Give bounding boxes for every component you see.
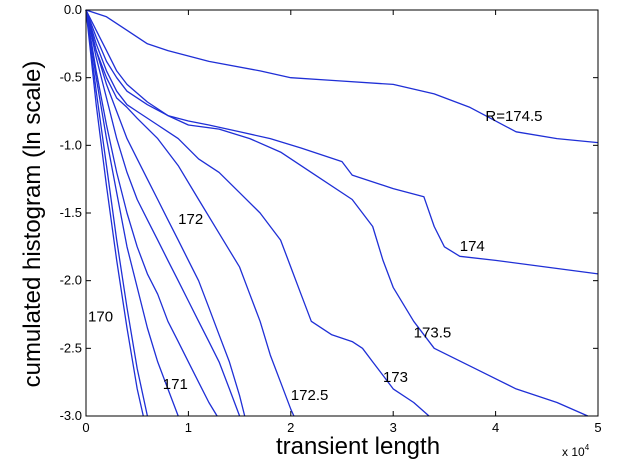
x-axis-title: transient length — [276, 433, 440, 460]
x-multiplier-exponent: 4 — [585, 443, 590, 452]
curve-label: 170 — [88, 308, 113, 325]
y-tick-label: -2.0 — [60, 273, 82, 288]
annotation-layer: R=174.5 174 173.5 173 172.5 172 171 170 — [88, 108, 542, 404]
series-line-7 — [85, 9, 218, 417]
series-line-9 — [85, 9, 149, 417]
y-tick-label: 0.0 — [64, 2, 82, 17]
plot-frame — [85, 9, 599, 417]
series-line-1 — [85, 9, 599, 275]
y-tick-label: -1.5 — [60, 205, 82, 220]
series-layer — [85, 9, 599, 417]
x-tick-label: 1 — [185, 420, 192, 435]
series-line-3 — [85, 9, 430, 417]
curve-label: 174 — [460, 238, 485, 255]
curve-label: 173 — [383, 369, 408, 386]
y-tick-label: -3.0 — [60, 408, 82, 423]
y-tick-label: -2.5 — [60, 340, 82, 355]
x-tick-label: 4 — [492, 420, 499, 435]
curve-label: 172.5 — [291, 387, 329, 404]
curve-label: 172 — [178, 211, 203, 228]
x-tick-label: 5 — [594, 420, 601, 435]
x-tick-label: 0 — [82, 420, 89, 435]
series-line-8 — [85, 9, 179, 417]
series-line-2 — [85, 9, 589, 417]
series-line-10 — [85, 9, 144, 417]
series-line-6 — [85, 9, 241, 417]
y-axis-title: cumulated histogram (ln scale) — [19, 61, 46, 388]
curve-label: 173.5 — [414, 325, 452, 342]
series-line-4 — [85, 9, 295, 417]
x-multiplier-base: x 10 — [562, 445, 585, 459]
series-line-5 — [85, 9, 246, 417]
y-tick-label: -0.5 — [60, 70, 82, 85]
x-axis-multiplier: x 104 — [562, 443, 590, 459]
y-tick-label: -1.0 — [60, 137, 82, 152]
series-line-0 — [85, 9, 599, 144]
x-tick-label: 2 — [287, 420, 294, 435]
x-tick-label: 3 — [390, 420, 397, 435]
curve-label: R=174.5 — [485, 108, 542, 125]
curve-label: 171 — [163, 376, 188, 393]
tick-layer: 0 1 2 3 4 5 0.0 -0.5 -1.0 -1.5 -2.0 -2.5 -3.0 — [60, 2, 602, 435]
